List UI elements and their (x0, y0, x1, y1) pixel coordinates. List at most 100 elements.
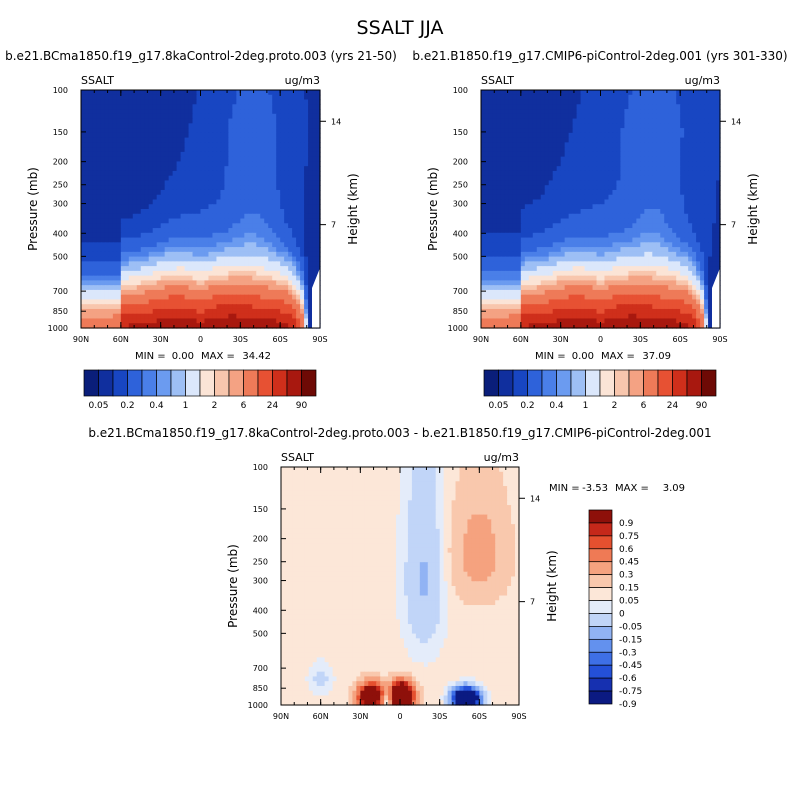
field-cell (268, 299, 273, 305)
field-cell (660, 161, 665, 167)
field-cell (188, 99, 194, 105)
field-cell (232, 128, 237, 134)
field-cell (624, 118, 629, 124)
field-cell (196, 323, 202, 329)
colorbar-box (214, 369, 230, 397)
field-cell (268, 99, 273, 105)
field-cell (248, 242, 253, 248)
field-cell (212, 128, 218, 134)
field-cell (248, 94, 253, 101)
field-cell (220, 204, 225, 210)
field-cell (180, 151, 186, 158)
field-cell (200, 266, 206, 272)
field-cell (260, 261, 265, 267)
field-cell (500, 218, 506, 224)
field-cell (212, 109, 218, 115)
field-cell (196, 280, 202, 286)
field-cell (152, 170, 158, 177)
field-cell (696, 128, 701, 134)
field-cell (576, 180, 582, 186)
field-cell (481, 189, 486, 196)
field-cell (308, 323, 313, 329)
field-cell (664, 147, 669, 153)
field-cell (296, 213, 301, 220)
field-cell (481, 118, 486, 124)
field-cell (180, 299, 186, 305)
field-cell (196, 113, 202, 120)
field-cell (668, 218, 673, 224)
field-cell (136, 204, 142, 210)
field-cell (656, 180, 661, 186)
field-cell (692, 189, 697, 196)
field-cell (140, 266, 146, 272)
field-cell (700, 118, 705, 124)
field-cell (172, 318, 178, 324)
field-cell (152, 289, 158, 296)
field-cell (248, 137, 253, 143)
field-cell (656, 109, 661, 115)
field-cell (308, 218, 313, 224)
field-cell (676, 151, 681, 158)
field-cell (284, 304, 289, 310)
field-cell (504, 109, 510, 115)
field-cell (96, 161, 102, 167)
field-cell (148, 213, 154, 220)
field-cell (188, 304, 194, 310)
field-cell (492, 170, 498, 177)
field-cell (292, 109, 297, 115)
field-cell (132, 218, 138, 224)
field-cell (496, 118, 502, 124)
field-cell (308, 109, 313, 115)
field-cell (520, 94, 526, 101)
field-cell (164, 161, 170, 167)
field-cell (248, 299, 253, 305)
field-cell (612, 189, 618, 196)
field-cell (220, 185, 225, 191)
field-cell (92, 242, 98, 248)
field-cell (212, 275, 218, 281)
field-cell (636, 185, 641, 191)
field-cell (112, 237, 118, 243)
field-cell (304, 147, 309, 153)
field-cell (104, 142, 110, 148)
field-cell (312, 137, 317, 143)
field-cell (676, 94, 681, 101)
field-cell (236, 251, 241, 258)
field-cell (132, 323, 138, 329)
field-cell (572, 99, 578, 105)
field-cell (200, 308, 206, 315)
field-cell (128, 99, 134, 105)
field-cell (624, 180, 629, 186)
field-cell (660, 185, 665, 191)
field-cell (636, 128, 641, 134)
field-cell (608, 156, 614, 162)
field-cell (120, 294, 126, 301)
field-cell (688, 104, 693, 110)
field-cell (168, 204, 174, 210)
field-cell (580, 99, 586, 105)
field-cell (292, 228, 297, 234)
field-cell (260, 299, 265, 305)
field-cell (588, 194, 594, 201)
field-cell (184, 237, 190, 243)
field-cell (156, 223, 162, 229)
field-cell (208, 285, 214, 291)
field-cell (160, 94, 166, 101)
field-cell (580, 156, 586, 162)
field-cell (520, 194, 526, 201)
field-cell (208, 294, 214, 301)
field-cell (96, 308, 102, 315)
field-cell (172, 242, 178, 248)
field-cell (696, 199, 701, 205)
field-cell (528, 213, 534, 220)
field-cell (616, 232, 622, 239)
field-cell (300, 280, 305, 286)
field-cell (580, 104, 586, 110)
field-cell (140, 237, 146, 243)
field-cell (552, 123, 558, 129)
field-cell (216, 147, 222, 153)
field-cell (684, 199, 689, 205)
field-cell (592, 213, 598, 220)
field-cell (196, 118, 202, 124)
field-cell (676, 128, 681, 134)
